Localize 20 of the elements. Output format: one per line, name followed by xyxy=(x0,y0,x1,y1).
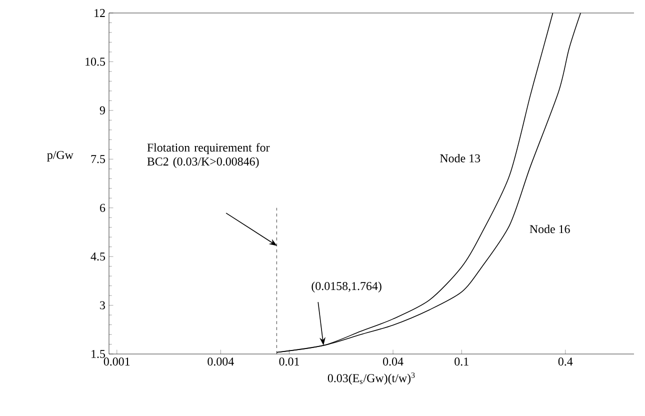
y-tick-label: 3 xyxy=(100,301,106,310)
x-axis-title: 0.03(E$_{s}$/Gw)(t/w)$^{3}$ xyxy=(328,372,415,385)
series-label: Node 16 xyxy=(530,224,570,234)
y-tick-label: 9 xyxy=(100,106,105,114)
y-tick-label: 12 xyxy=(94,9,105,17)
x-tick-label: 0.004 xyxy=(208,358,234,366)
x-tick-label: 0.01 xyxy=(279,358,299,366)
x-tick-label: 0.4 xyxy=(558,358,573,366)
y-tick-label: 10.5 xyxy=(86,58,106,66)
y-tick-label: 7.5 xyxy=(91,155,106,164)
x-tick-label: 0.04 xyxy=(383,358,404,366)
y-tick-label: 4.5 xyxy=(90,252,106,261)
x-tick-label: 0.1 xyxy=(454,358,468,366)
annotation: (0.0158,1.764) xyxy=(312,282,382,293)
y-tick-label: 6 xyxy=(100,204,106,212)
y-axis-title: p/Gw xyxy=(47,150,74,162)
x-tick-label: 0.001 xyxy=(104,358,130,366)
y-tick-label: 1.5 xyxy=(92,350,106,358)
annotation: Flotation requirement for BC2 (0.03/K>0.00846) xyxy=(147,143,270,168)
text: Node 13 xyxy=(440,154,480,162)
